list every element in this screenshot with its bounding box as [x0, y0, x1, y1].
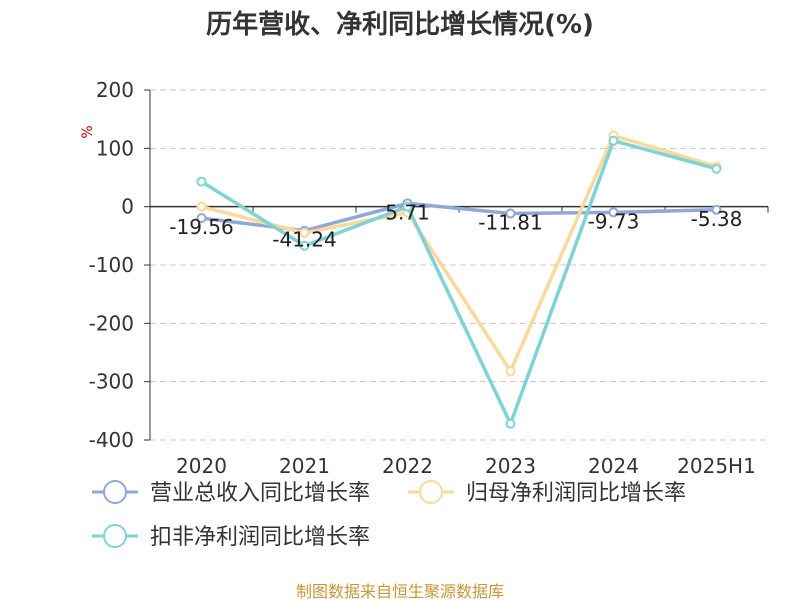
data-point	[505, 366, 516, 377]
data-point	[196, 176, 207, 187]
data-point	[711, 163, 722, 174]
data-label: -11.81	[478, 211, 542, 235]
data-point	[196, 213, 207, 224]
data-point	[608, 135, 619, 146]
data-point	[299, 240, 310, 251]
x-tick-label: 2024	[588, 454, 639, 478]
data-point	[505, 208, 516, 219]
legend-item: 扣非净利润同比增长率	[92, 524, 370, 550]
x-tick-label: 2022	[382, 454, 433, 478]
data-label: -41.24	[272, 228, 336, 252]
axes: 200 100 0 -100 -200 -300 -400 2020 2021 2022 2023 2…	[80, 78, 769, 478]
data-point	[196, 201, 207, 212]
data-point	[711, 204, 722, 215]
legend-item: 营业总收入同比增长率	[92, 480, 370, 506]
y-tick-label: -100	[89, 253, 134, 277]
y-tick-label: -400	[89, 428, 134, 452]
x-tick-label: 2025H1	[677, 454, 756, 478]
y-tick-label: -300	[89, 370, 134, 394]
x-tick-label: 2023	[485, 454, 536, 478]
y-tick-label: 200	[96, 78, 134, 102]
data-label: -9.73	[588, 209, 640, 233]
data-point	[608, 207, 619, 218]
data-source-note: 制图数据来自恒生聚源数据库	[295, 582, 504, 601]
legend-label: 扣非净利润同比增长率	[150, 525, 370, 550]
x-tick-label: 2021	[279, 454, 330, 478]
legend-item: 归母净利润同比增长率	[408, 480, 686, 506]
series-line-3	[200, 139, 717, 426]
data-point	[402, 201, 413, 212]
data-label: -19.56	[169, 215, 233, 239]
chart-title: 历年营收、净利同比增长情况(%)	[206, 10, 594, 40]
series-lines	[196, 130, 722, 429]
y-axis-label: %	[80, 125, 96, 138]
y-tick-label: 0	[121, 195, 134, 219]
y-tick-label: -200	[89, 311, 134, 335]
series-line-2	[201, 133, 718, 373]
legend-label: 营业总收入同比增长率	[150, 481, 370, 506]
data-labels: -19.56 -41.24 5.71 -11.81 -9.73 -5.38	[169, 200, 742, 251]
data-point	[299, 227, 310, 238]
data-label: 5.71	[385, 200, 430, 224]
data-label: -5.38	[691, 207, 743, 231]
legend-marker	[103, 524, 127, 548]
legend-label: 归母净利润同比增长率	[466, 481, 686, 506]
legend-marker	[103, 480, 127, 504]
legend-marker	[419, 480, 443, 504]
y-tick-label: 100	[96, 136, 134, 160]
gridlines	[150, 89, 768, 441]
data-point	[505, 418, 516, 429]
x-tick-label: 2020	[176, 454, 227, 478]
